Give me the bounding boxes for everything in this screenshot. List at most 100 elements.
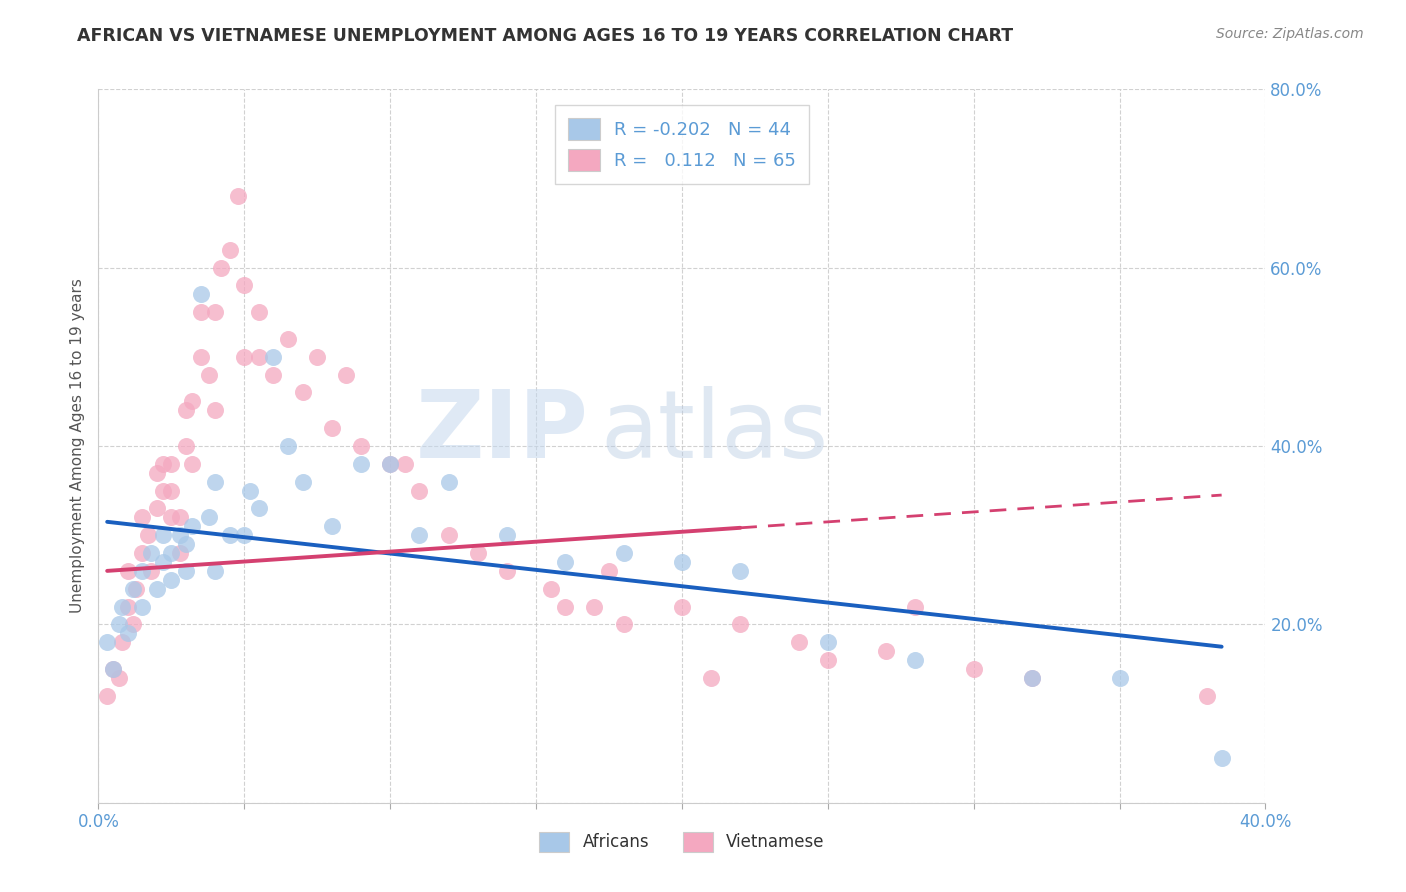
Point	[437, 528, 460, 542]
Point	[307, 350, 329, 364]
Point	[277, 439, 299, 453]
Point	[671, 599, 693, 614]
Point	[180, 457, 202, 471]
Point	[787, 635, 810, 649]
Point	[671, 555, 693, 569]
Point	[122, 617, 145, 632]
Text: Source: ZipAtlas.com: Source: ZipAtlas.com	[1216, 27, 1364, 41]
Point	[218, 243, 240, 257]
Point	[218, 528, 240, 542]
Point	[394, 457, 416, 471]
Point	[291, 385, 314, 400]
Point	[131, 599, 153, 614]
Point	[139, 564, 162, 578]
Point	[136, 528, 159, 542]
Point	[169, 528, 191, 542]
Point	[321, 421, 343, 435]
Point	[96, 635, 118, 649]
Text: AFRICAN VS VIETNAMESE UNEMPLOYMENT AMONG AGES 16 TO 19 YEARS CORRELATION CHART: AFRICAN VS VIETNAMESE UNEMPLOYMENT AMONG…	[77, 27, 1014, 45]
Point	[247, 305, 270, 319]
Point	[408, 483, 430, 498]
Point	[96, 689, 118, 703]
Point	[247, 350, 270, 364]
Point	[496, 528, 519, 542]
Point	[190, 287, 212, 301]
Point	[108, 671, 131, 685]
Point	[904, 653, 927, 667]
Point	[380, 457, 402, 471]
Point	[174, 403, 197, 417]
Point	[160, 457, 183, 471]
Point	[380, 457, 402, 471]
Point	[321, 519, 343, 533]
Point	[122, 582, 145, 596]
Point	[146, 466, 169, 480]
Point	[131, 510, 153, 524]
Point	[817, 635, 839, 649]
Point	[291, 475, 314, 489]
Point	[875, 644, 897, 658]
Point	[117, 599, 139, 614]
Point	[1195, 689, 1218, 703]
Point	[204, 564, 226, 578]
Point	[700, 671, 723, 685]
Point	[190, 350, 212, 364]
Point	[233, 350, 256, 364]
Point	[169, 546, 191, 560]
Legend: Africans, Vietnamese: Africans, Vietnamese	[533, 825, 831, 859]
Y-axis label: Unemployment Among Ages 16 to 19 years: Unemployment Among Ages 16 to 19 years	[69, 278, 84, 614]
Point	[612, 617, 634, 632]
Point	[612, 546, 634, 560]
Point	[554, 555, 576, 569]
Point	[467, 546, 489, 560]
Point	[146, 582, 169, 596]
Point	[174, 564, 197, 578]
Point	[496, 564, 519, 578]
Text: ZIP: ZIP	[416, 385, 589, 478]
Point	[204, 305, 226, 319]
Point	[233, 278, 256, 293]
Point	[146, 501, 169, 516]
Point	[111, 599, 134, 614]
Point	[262, 350, 284, 364]
Point	[262, 368, 284, 382]
Text: atlas: atlas	[600, 385, 828, 478]
Point	[152, 483, 174, 498]
Point	[190, 305, 212, 319]
Point	[180, 519, 202, 533]
Point	[904, 599, 927, 614]
Point	[160, 483, 183, 498]
Point	[160, 510, 183, 524]
Point	[233, 528, 256, 542]
Point	[247, 501, 270, 516]
Point	[350, 439, 373, 453]
Point	[198, 368, 221, 382]
Point	[730, 617, 752, 632]
Point	[962, 662, 984, 676]
Point	[101, 662, 124, 676]
Point	[160, 573, 183, 587]
Point	[540, 582, 562, 596]
Point	[228, 189, 250, 203]
Point	[583, 599, 606, 614]
Point	[730, 564, 752, 578]
Point	[437, 475, 460, 489]
Point	[152, 457, 174, 471]
Point	[117, 626, 139, 640]
Point	[598, 564, 620, 578]
Point	[131, 564, 153, 578]
Point	[198, 510, 221, 524]
Point	[174, 537, 197, 551]
Point	[350, 457, 373, 471]
Point	[335, 368, 357, 382]
Point	[408, 528, 430, 542]
Point	[239, 483, 262, 498]
Point	[1021, 671, 1043, 685]
Point	[180, 394, 202, 409]
Point	[204, 403, 226, 417]
Point	[1021, 671, 1043, 685]
Point	[125, 582, 148, 596]
Point	[554, 599, 576, 614]
Point	[131, 546, 153, 560]
Point	[111, 635, 134, 649]
